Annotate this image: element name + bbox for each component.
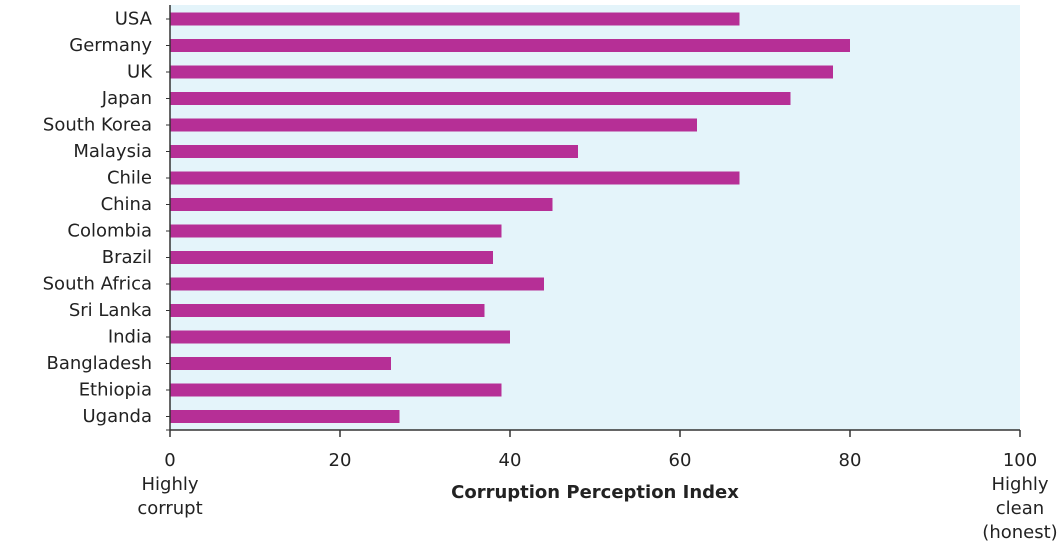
- category-label-usa: USA: [115, 9, 153, 30]
- low-end-label-line-1: Highly: [141, 474, 198, 495]
- x-tick-label-80: 80: [839, 450, 862, 471]
- category-label-uganda: Uganda: [83, 406, 153, 427]
- category-label-india: India: [108, 327, 152, 348]
- bar-malaysia: [170, 145, 578, 158]
- bar-south-korea: [170, 118, 697, 132]
- x-tick-label-100: 100: [1003, 450, 1037, 471]
- x-tick-label-0: 0: [164, 450, 175, 471]
- bar-brazil: [170, 251, 493, 264]
- category-label-south-africa: South Africa: [43, 274, 152, 295]
- category-label-japan: Japan: [101, 88, 152, 109]
- x-tick-label-60: 60: [669, 450, 692, 471]
- bars-layer: [170, 12, 850, 423]
- category-label-germany: Germany: [69, 35, 152, 56]
- category-label-chile: Chile: [107, 168, 152, 189]
- high-end-label-line-1: Highly: [991, 474, 1048, 495]
- high-end-label-line-3: (honest): [982, 522, 1057, 543]
- y-axis-ticks: [166, 18, 170, 431]
- bar-japan: [170, 92, 791, 105]
- high-end-label: Highly clean (honest): [982, 474, 1057, 543]
- bar-uganda: [170, 410, 400, 423]
- bar-germany: [170, 39, 850, 52]
- bar-ethiopia: [170, 383, 502, 397]
- category-label-sri-lanka: Sri Lanka: [69, 300, 152, 321]
- low-end-label: Highly corrupt: [137, 474, 202, 519]
- bar-sri-lanka: [170, 304, 485, 317]
- category-label-ethiopia: Ethiopia: [79, 380, 152, 401]
- bar-south-africa: [170, 277, 544, 291]
- high-end-label-line-2: clean: [996, 498, 1044, 519]
- category-label-brazil: Brazil: [102, 247, 152, 268]
- bar-bangladesh: [170, 357, 391, 370]
- bar-chile: [170, 171, 740, 185]
- x-axis-title: Corruption Perception Index: [451, 482, 739, 503]
- category-label-uk: UK: [127, 62, 153, 83]
- low-end-label-line-2: corrupt: [137, 498, 202, 519]
- bar-usa: [170, 12, 740, 26]
- category-label-bangladesh: Bangladesh: [46, 353, 152, 374]
- bar-colombia: [170, 224, 502, 238]
- category-label-south-korea: South Korea: [43, 115, 152, 136]
- x-tick-label-40: 40: [499, 450, 522, 471]
- category-labels: USA Germany UK Japan South Korea Malaysia Chil…: [43, 9, 154, 428]
- bar-india: [170, 330, 510, 344]
- x-tick-labels: 0 20 40 60 80 100: [164, 450, 1037, 471]
- category-label-malaysia: Malaysia: [73, 141, 152, 162]
- x-axis-ticks: [169, 430, 1021, 437]
- x-tick-label-20: 20: [329, 450, 352, 471]
- bar-uk: [170, 65, 833, 79]
- bar-china: [170, 198, 553, 211]
- category-label-china: China: [101, 194, 152, 215]
- category-label-colombia: Colombia: [67, 221, 152, 242]
